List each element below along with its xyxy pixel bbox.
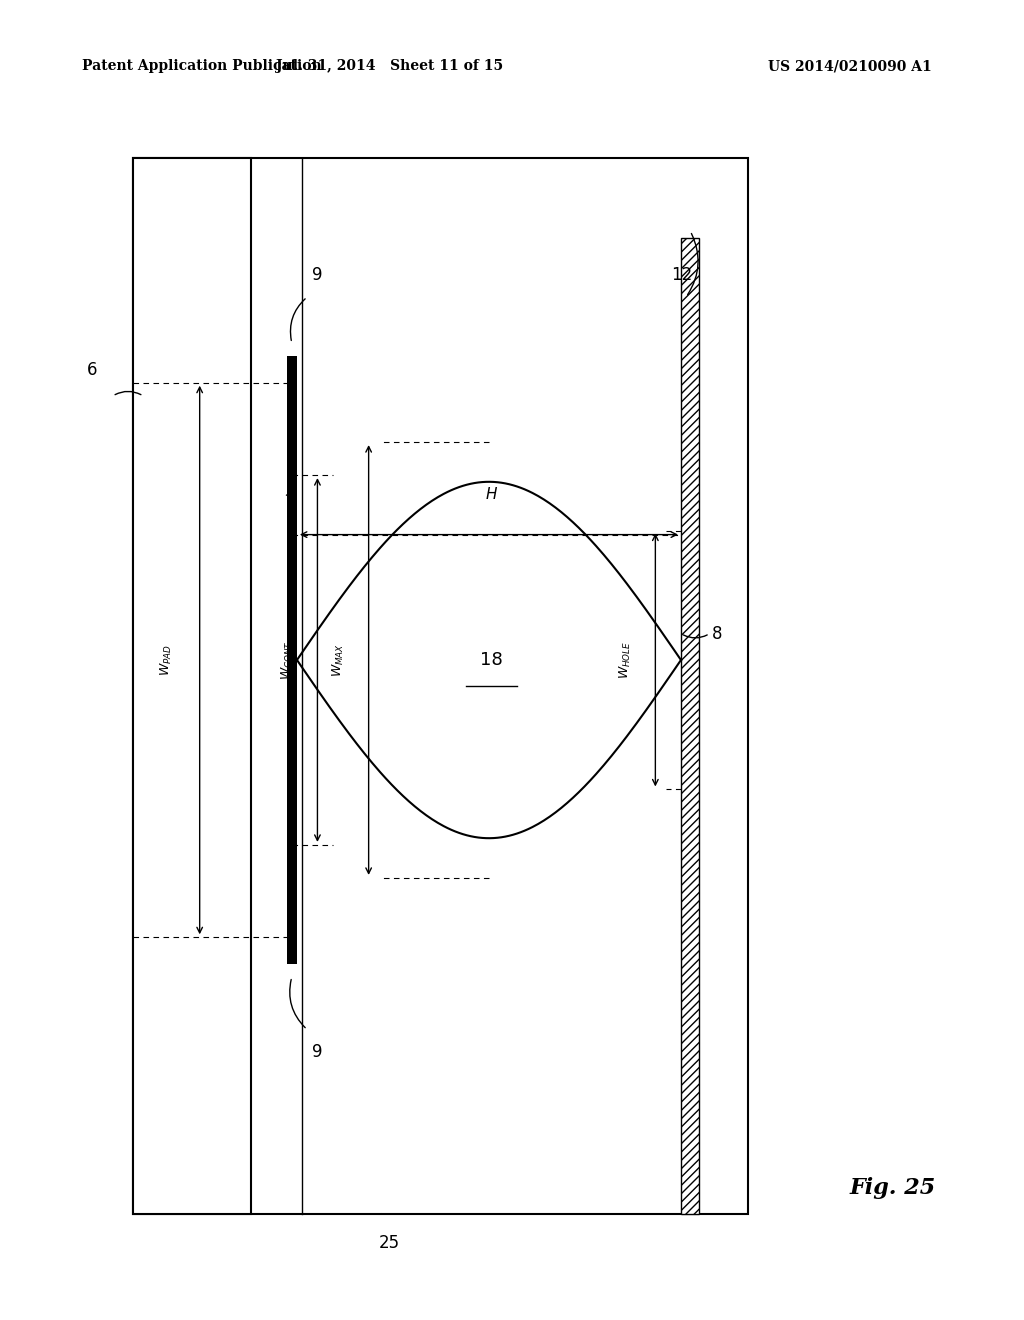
Text: Patent Application Publication: Patent Application Publication (82, 59, 322, 74)
Text: 8: 8 (712, 624, 722, 643)
Text: Jul. 31, 2014   Sheet 11 of 15: Jul. 31, 2014 Sheet 11 of 15 (275, 59, 503, 74)
Text: 12: 12 (671, 265, 692, 284)
Text: 18: 18 (480, 651, 503, 669)
Bar (133, 158, 748, 1214)
Text: $H$: $H$ (485, 486, 498, 502)
Text: 6: 6 (87, 360, 97, 379)
Bar (681, 238, 699, 1214)
Text: 7: 7 (287, 486, 297, 504)
Text: 9: 9 (312, 265, 323, 284)
Text: US 2014/0210090 A1: US 2014/0210090 A1 (768, 59, 932, 74)
Bar (681, 238, 699, 1214)
Text: 25: 25 (379, 1234, 399, 1253)
Text: $W_{HOLE}$: $W_{HOLE}$ (617, 642, 633, 678)
Text: $W_{MAX}$: $W_{MAX}$ (331, 643, 346, 677)
Text: 9: 9 (312, 1043, 323, 1061)
Bar (133, 158, 251, 1214)
Text: $W_{CONT}$: $W_{CONT}$ (280, 640, 295, 680)
Bar (287, 356, 297, 964)
Text: $W_{PAD}$: $W_{PAD}$ (159, 644, 174, 676)
Text: Fig. 25: Fig. 25 (850, 1177, 936, 1199)
